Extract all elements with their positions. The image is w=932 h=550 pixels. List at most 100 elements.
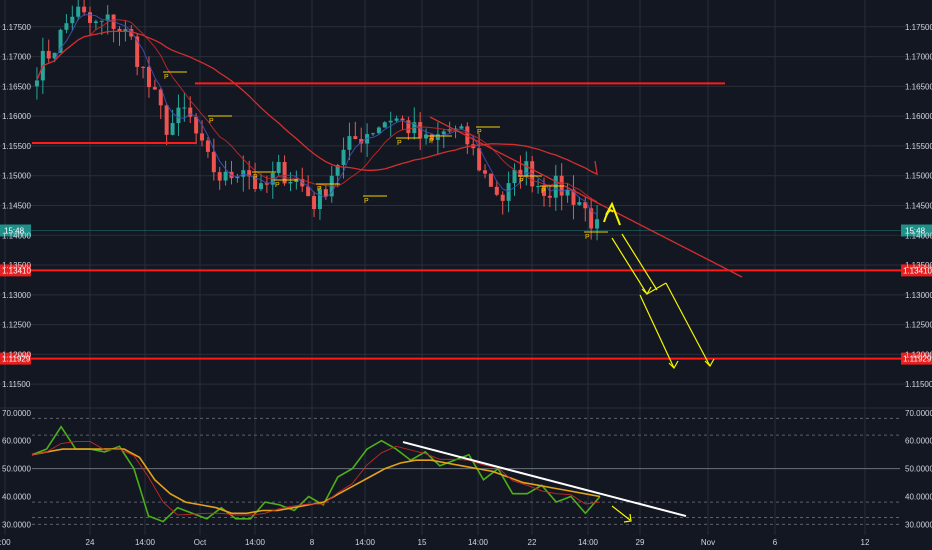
candle-body: [235, 176, 240, 179]
signal-marker-text: P: [209, 118, 214, 125]
candle-body: [583, 202, 588, 209]
y-tick-label-left: 1.13000: [2, 291, 31, 300]
candle-body: [276, 161, 281, 174]
osc-tick-label-left: 40.0000: [2, 493, 31, 502]
candle-body: [123, 29, 128, 32]
candle-body: [146, 66, 151, 88]
y-tick-label-right: 1.11500: [905, 380, 932, 389]
y-tick-label-left: 1.15000: [2, 172, 31, 181]
y-tick-label-left: 1.14500: [2, 201, 31, 210]
oscillator-series-line: [31, 448, 601, 515]
x-tick-label: 29: [636, 538, 645, 547]
candle-body: [158, 89, 163, 106]
current-price-badge-right: [901, 224, 932, 237]
candle-body: [577, 202, 582, 205]
y-tick-label-left: 1.13500: [2, 261, 31, 270]
descending-trendline: [429, 116, 743, 278]
y-tick-label-left: 1.17000: [2, 53, 31, 62]
projection-zigzag-b: [621, 233, 658, 291]
axes: :00 24 14:00 Oct 14:00 8 14:00 15 14:00 22 14:00 29…: [0, 23, 932, 547]
x-tick-label: 14:00: [578, 538, 599, 547]
y-tick-label-left: 1.16000: [2, 112, 31, 121]
candle-body: [282, 161, 287, 184]
candle-body: [465, 126, 470, 145]
candle-body: [441, 131, 446, 135]
candle-body: [312, 196, 317, 210]
osc-tick-label-right: 30.0000: [905, 520, 932, 529]
candle-body: [518, 169, 523, 177]
projection-arrowhead: [668, 360, 679, 369]
candle-body: [353, 136, 358, 139]
signal-marker-text: P: [429, 138, 434, 145]
candle-body: [88, 12, 93, 23]
y-tick-label-left: 1.17500: [2, 23, 31, 32]
candle-body: [565, 189, 570, 196]
x-tick-label: :00: [0, 538, 11, 547]
signal-marker-text: P: [364, 198, 369, 205]
oscillator-series-line: [31, 425, 601, 523]
candle-body: [506, 183, 511, 201]
signal-marker-text: P: [519, 178, 524, 185]
oscillator-arrowhead: [623, 513, 632, 523]
candle-body: [500, 194, 505, 201]
candle-body: [483, 170, 488, 174]
candle-body: [571, 189, 576, 205]
candle-body: [152, 87, 157, 90]
candle-body: [205, 140, 210, 152]
candle-body: [394, 118, 399, 121]
oscillator-arrow: [611, 505, 631, 521]
signal-marker-text: P: [397, 140, 402, 147]
level-badge-left-text: 1.11929: [2, 355, 31, 364]
projection-leg-a: [639, 294, 675, 369]
y-tick-label-right: 1.14500: [905, 201, 932, 210]
projection-leg-b: [665, 282, 711, 367]
y-tick-label-left: 1.12500: [2, 321, 31, 330]
signal-marker-text: P: [477, 129, 482, 136]
osc-tick-label-left: 70.0000: [2, 409, 31, 418]
horizontal-levels: 1.13410 1.13410 1.11929 1.11929 15:48 15:48: [0, 82, 932, 365]
candle-body: [200, 133, 205, 141]
candle-body: [359, 138, 364, 144]
candle-body: [288, 182, 293, 184]
grid: [0, 0, 932, 535]
y-tick-label-left: 1.11500: [2, 380, 31, 389]
candle-body: [323, 189, 328, 197]
candle-body: [524, 161, 529, 177]
candle-body: [141, 66, 146, 68]
x-tick-label: 14:00: [245, 538, 266, 547]
osc-tick-label-right: 70.0000: [905, 409, 932, 418]
y-tick-label-right: 1.15000: [905, 172, 932, 181]
candle-body: [335, 164, 340, 176]
candle-body: [541, 186, 546, 196]
candle-body: [217, 172, 222, 181]
candle-body: [589, 208, 594, 229]
oscillator-trendline: [402, 441, 687, 518]
level-badge-right-text: 1.13410: [903, 266, 932, 275]
y-tick-label-left: 1.15500: [2, 142, 31, 151]
ma-fast-line: [36, 14, 598, 215]
candle-body: [595, 219, 600, 229]
candle-body: [406, 120, 411, 134]
candle-body: [194, 116, 199, 134]
candle-body: [76, 6, 81, 17]
candle-body: [388, 120, 393, 123]
level-badge-left-text: 1.13410: [2, 266, 31, 275]
candle-body: [429, 134, 434, 140]
candle-body: [341, 149, 346, 165]
candle-body: [64, 23, 69, 30]
projection-arrowhead: [704, 358, 715, 367]
candle-body: [211, 151, 216, 173]
candle-body: [477, 148, 482, 171]
candle-body: [129, 29, 134, 37]
candle-body: [182, 107, 187, 109]
oscillator-pane: [31, 425, 687, 523]
candle-body: [34, 80, 39, 87]
candle-body: [494, 186, 499, 195]
x-tick-label: Oct: [194, 538, 207, 547]
candle-body: [223, 171, 228, 181]
level-badge-left: [0, 352, 31, 365]
candle-body: [376, 127, 381, 134]
x-tick-label: 14:00: [468, 538, 489, 547]
x-tick-label: 24: [86, 538, 95, 547]
